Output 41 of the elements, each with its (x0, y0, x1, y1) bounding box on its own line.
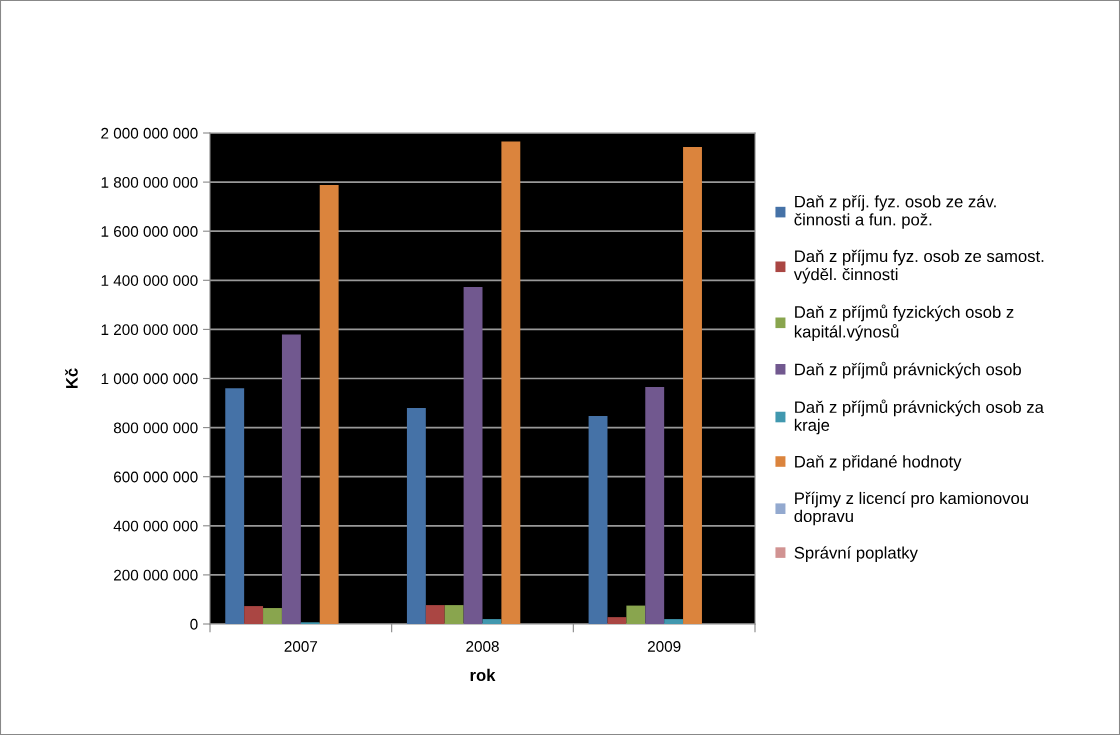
y-tick-label: 1 200 000 000 (101, 324, 198, 336)
y-tick-label: 400 000 000 (113, 520, 198, 532)
y-tick-label: 1 400 000 000 (101, 275, 198, 286)
x-tick-label: 2009 (647, 641, 681, 652)
legend-label: Daň z příjmu fyz. osob ze samost. výděl. činnosti (793, 249, 1044, 284)
bar (406, 407, 426, 624)
bar (319, 185, 339, 624)
bar (645, 387, 665, 624)
y-tick-label: 1 000 000 000 (101, 373, 198, 385)
bar (588, 416, 608, 624)
legend-label: Daň z příjmů fyzických osob z kapitál.výnosů (794, 304, 1014, 341)
y-tick-label: 0 (190, 618, 198, 630)
bar (225, 388, 245, 624)
bar (281, 334, 301, 624)
legend-label: Daň z příjmů právnických osob (795, 361, 1021, 379)
bar (664, 619, 684, 624)
bar (244, 606, 264, 624)
bar (626, 605, 646, 624)
y-tick-label: 1 600 000 000 (101, 226, 198, 237)
legend-label: Příjmy z licencí pro kamionovou dopravu (794, 491, 1028, 526)
x-tick-label: 2007 (284, 641, 318, 652)
y-tick-label: 200 000 000 (114, 569, 198, 581)
bar (501, 141, 521, 624)
x-axis-title: rok (470, 668, 496, 682)
bar (263, 608, 282, 624)
bar (607, 617, 627, 624)
y-tick-label: 800 000 000 (113, 422, 198, 434)
bar (683, 146, 702, 624)
bar (425, 605, 445, 624)
y-tick-label: 1 800 000 000 (101, 176, 198, 188)
bar (482, 619, 502, 624)
y-tick-label: 2 000 000 000 (101, 127, 198, 139)
y-axis-title: Kč (65, 368, 78, 389)
x-tick-label: 2008 (466, 641, 499, 652)
legend-label: Daň z příjmů právnických osob za kraje (794, 399, 1044, 435)
legend-label: Daň z příj. fyz. osob ze záv. činnosti a fun. pož. (794, 195, 996, 229)
y-tick-label: 600 000 000 (114, 471, 198, 483)
bar (444, 605, 464, 624)
legend-label: Správní poplatky (794, 546, 918, 562)
bar (463, 286, 483, 624)
legend-label: Daň z přidané hodnoty (795, 455, 962, 471)
